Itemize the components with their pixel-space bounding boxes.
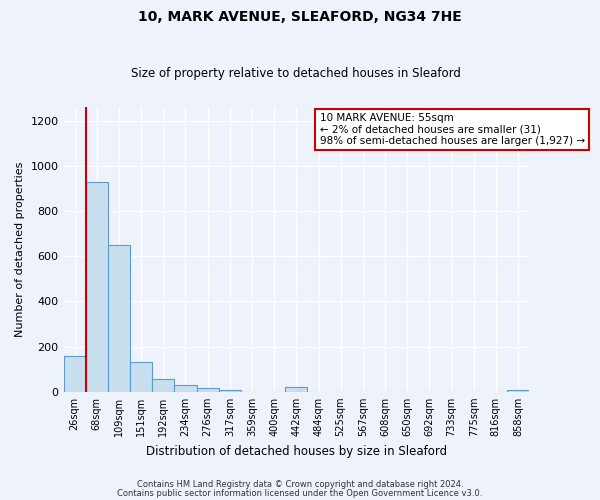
X-axis label: Distribution of detached houses by size in Sleaford: Distribution of detached houses by size …: [146, 444, 447, 458]
Title: Size of property relative to detached houses in Sleaford: Size of property relative to detached ho…: [131, 66, 461, 80]
Bar: [86, 182, 108, 392]
Bar: [64, 356, 86, 392]
Bar: [152, 380, 175, 392]
Text: Contains public sector information licensed under the Open Government Licence v3: Contains public sector information licen…: [118, 489, 482, 498]
Bar: [197, 388, 219, 392]
Y-axis label: Number of detached properties: Number of detached properties: [15, 162, 25, 337]
Text: 10 MARK AVENUE: 55sqm
← 2% of detached houses are smaller (31)
98% of semi-detac: 10 MARK AVENUE: 55sqm ← 2% of detached h…: [320, 113, 585, 146]
Bar: [219, 390, 241, 392]
Bar: [175, 385, 197, 392]
Text: Contains HM Land Registry data © Crown copyright and database right 2024.: Contains HM Land Registry data © Crown c…: [137, 480, 463, 489]
Bar: [130, 362, 152, 392]
Text: 10, MARK AVENUE, SLEAFORD, NG34 7HE: 10, MARK AVENUE, SLEAFORD, NG34 7HE: [138, 10, 462, 24]
Bar: [108, 245, 130, 392]
Bar: [285, 388, 307, 392]
Bar: [507, 390, 529, 392]
